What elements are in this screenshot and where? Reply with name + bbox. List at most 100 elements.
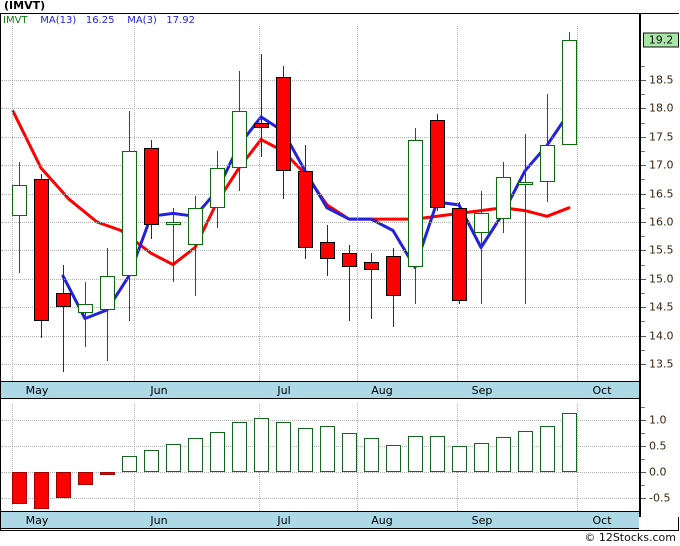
price-gridline <box>1 108 639 110</box>
candlestick <box>298 170 313 248</box>
candlestick <box>276 77 291 171</box>
window-titlebar: (IMVT) <box>0 0 680 13</box>
axis-tick-mark <box>641 278 646 280</box>
legend-ma3-label: MA(3) <box>127 15 157 26</box>
month-label: Sep <box>471 384 493 397</box>
price-axis-label: 16.5 <box>649 187 674 201</box>
axis-tick-mark <box>641 363 646 365</box>
macd-pane <box>1 404 639 511</box>
macd-histogram-bar <box>188 438 203 472</box>
price-gridline <box>1 363 639 365</box>
legend-symbol: IMVT <box>3 15 28 26</box>
candlestick <box>562 40 577 146</box>
axis-minor-tick <box>641 179 645 181</box>
candlestick <box>232 111 247 168</box>
month-gridline <box>12 404 13 511</box>
copyright-text: © 12Stocks.com <box>584 531 676 544</box>
candlestick <box>518 182 533 186</box>
macd-histogram-bar <box>364 438 379 472</box>
macd-axis-label: -0.5 <box>649 491 671 505</box>
candlestick <box>166 221 181 225</box>
month-gridline <box>577 404 578 511</box>
macd-axis-label: 0.5 <box>649 439 667 453</box>
macd-histogram-bar <box>386 444 401 472</box>
axis-tick-mark <box>641 419 646 421</box>
axis-tick-mark <box>641 221 646 223</box>
axis-tick-mark <box>641 79 646 81</box>
price-axis-label: 15.0 <box>649 272 674 286</box>
ma3-line <box>61 111 571 320</box>
legend-ma13-label: MA(13) <box>40 15 77 26</box>
macd-histogram-bar <box>518 431 533 472</box>
axis-minor-tick <box>641 94 645 96</box>
macd-histogram-bar <box>210 432 225 472</box>
last-price-badge: 19.2 <box>643 32 679 48</box>
month-label: Sep <box>471 514 493 527</box>
price-axis-label: 18.0 <box>649 101 674 115</box>
axis-minor-tick <box>641 150 645 152</box>
month-label: Aug <box>371 514 393 527</box>
macd-histogram-bar <box>540 425 555 472</box>
month-label: May <box>25 514 49 527</box>
candlestick <box>430 119 445 208</box>
macd-histogram-bar <box>100 471 115 476</box>
macd-axis-label: 0.0 <box>649 465 667 479</box>
axis-tick-mark <box>641 165 646 167</box>
price-gridline <box>1 136 639 138</box>
candle-wick <box>349 244 350 322</box>
candlestick <box>144 148 159 225</box>
macd-histogram-bar <box>144 449 159 472</box>
macd-histogram-bar <box>12 471 27 505</box>
axis-minor-tick <box>641 432 645 434</box>
axis-minor-tick <box>641 207 645 209</box>
month-label: Jun <box>150 514 168 527</box>
candlestick <box>540 145 555 183</box>
macd-histogram-bar <box>452 445 467 472</box>
month-gridline <box>577 26 578 381</box>
candle-wick <box>481 190 482 305</box>
month-axis-bottom: May Jun Jul Aug Sep Oct <box>1 511 639 529</box>
axis-tick-mark <box>641 471 646 473</box>
macd-histogram-bar <box>474 442 489 472</box>
axis-tick-mark <box>641 136 646 138</box>
price-legend: IMVT MA(13) 16.25 MA(3) 17.92 <box>3 15 195 27</box>
month-label: Aug <box>371 384 393 397</box>
price-axis-label: 14.5 <box>649 300 674 314</box>
macd-axis-label: 1.0 <box>649 413 667 427</box>
macd-histogram-bar <box>254 417 269 472</box>
macd-histogram-bar <box>298 428 313 472</box>
candle-wick <box>85 281 86 347</box>
candle-wick <box>19 162 20 274</box>
month-label: May <box>25 384 49 397</box>
macd-gridline <box>1 419 639 421</box>
macd-histogram-bar <box>408 436 423 472</box>
macd-histogram-bar <box>78 471 93 486</box>
axis-minor-tick <box>641 406 645 408</box>
month-axis-top: May Jun Jul Aug Sep Oct <box>1 381 639 399</box>
axis-tick-mark <box>641 193 646 195</box>
price-axis-label: 14.0 <box>649 329 674 343</box>
candlestick <box>408 139 423 268</box>
candle-wick <box>63 264 64 373</box>
axis-minor-tick <box>641 458 645 460</box>
window-title: (IMVT) <box>4 0 46 12</box>
candlestick <box>210 168 225 208</box>
price-gridline <box>1 193 639 195</box>
candlestick <box>386 256 401 296</box>
month-label: Jun <box>150 384 168 397</box>
macd-histogram-bar <box>34 471 49 510</box>
price-axis-label: 17.5 <box>649 130 674 144</box>
candlestick <box>122 150 137 276</box>
month-label: Jul <box>277 384 291 397</box>
price-gridline <box>1 335 639 337</box>
candlestick <box>188 207 203 245</box>
macd-histogram-bar <box>122 456 137 472</box>
macd-histogram-bar <box>166 443 181 472</box>
price-axis-label: 13.5 <box>649 357 674 371</box>
month-label: Oct <box>592 514 612 527</box>
axis-minor-tick <box>641 349 645 351</box>
price-gridline <box>1 165 639 167</box>
price-pane <box>1 26 639 381</box>
candlestick <box>364 261 379 271</box>
